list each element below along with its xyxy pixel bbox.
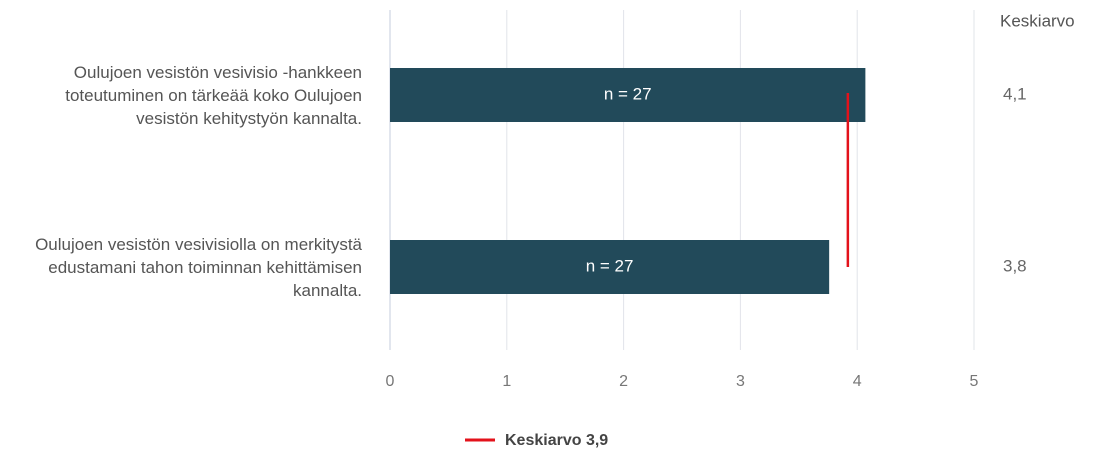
x-tick-label: 1 — [502, 373, 511, 390]
bar-label: n = 27 — [586, 256, 634, 275]
category-label: Oulujoen vesistön vesivisio -hankkeen to… — [65, 62, 362, 128]
value-label: 4,1 — [1003, 84, 1027, 103]
value-label: 3,8 — [1003, 256, 1027, 275]
x-tick-label: 5 — [970, 373, 979, 390]
bar-label: n = 27 — [604, 84, 652, 103]
x-tick-label: 3 — [736, 373, 745, 390]
legend-label: Keskiarvo 3,9 — [505, 432, 608, 449]
x-tick-label: 2 — [619, 373, 628, 390]
value-column-title: Keskiarvo — [1000, 11, 1075, 30]
category-label: Oulujoen vesistön vesivisiolla on merkit… — [35, 234, 362, 300]
x-tick-label: 0 — [386, 373, 395, 390]
bar — [390, 240, 830, 294]
x-tick-label: 4 — [853, 373, 862, 390]
bar — [390, 68, 866, 122]
